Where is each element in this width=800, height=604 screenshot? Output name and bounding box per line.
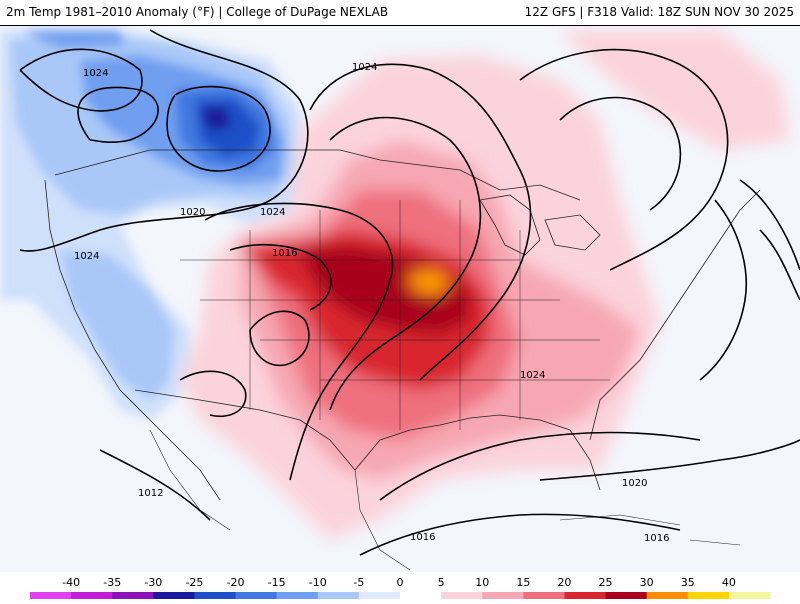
great-lakes-east	[544, 214, 601, 251]
isobar-label: 1016	[410, 532, 435, 543]
legend-swatch	[235, 592, 278, 599]
map-header: 2m Temp 1981–2010 Anomaly (°F) | College…	[0, 0, 800, 26]
legend-canvas: -40 -35 -30 -25 -20 -15 -10 -5 0 5 10 15 20 25 30 35 40	[30, 576, 771, 599]
isobar	[249, 310, 310, 367]
legend-swatch	[564, 592, 607, 599]
map-canvas: 1024 1024 1020 1024 1024 1016 1024 1012 …	[0, 26, 800, 572]
legend-tick-label: 30	[640, 576, 654, 589]
legend-swatch	[112, 592, 154, 599]
isobar-label: 1024	[260, 207, 285, 218]
legend-swatch	[523, 592, 565, 599]
legend-tick-label: 10	[475, 576, 489, 589]
legend-tick-label: -15	[268, 576, 286, 589]
west-coast	[44, 179, 221, 501]
legend-swatch	[194, 592, 237, 599]
legend-ticks: -40 -35 -30 -25 -20 -15 -10 -5 0 5 10 15 20 25 30 35 40	[62, 576, 736, 589]
isobar-label: 1024	[83, 68, 108, 79]
gulf-coast	[354, 414, 601, 491]
isobars	[19, 29, 800, 556]
us-canada-border	[54, 149, 581, 201]
color-legend: -40 -35 -30 -25 -20 -15 -10 -5 0 5 10 15 20 25 30 35 40	[0, 572, 800, 600]
isobar	[699, 199, 748, 381]
isobar	[379, 431, 701, 501]
legend-tick-label: -35	[103, 576, 121, 589]
isobar	[359, 513, 681, 556]
legend-swatch	[153, 592, 195, 599]
legend-tick-label: 35	[681, 576, 695, 589]
isobar-label: 1016	[644, 533, 669, 544]
isobar	[759, 229, 800, 301]
isobar	[559, 96, 682, 211]
great-lakes	[479, 194, 541, 256]
isobar-label: 1024	[520, 370, 545, 381]
legend-tick-label: -25	[185, 576, 203, 589]
isobar-label: 1024	[74, 251, 99, 262]
isobar	[166, 85, 271, 172]
legend-swatch	[646, 592, 689, 599]
legend-tick-label: -10	[309, 576, 327, 589]
legend-tick-label: 20	[557, 576, 571, 589]
legend-swatch	[605, 592, 648, 599]
legend-tick-label: 25	[599, 576, 613, 589]
isobar	[739, 179, 800, 271]
legend-tick-label: -20	[227, 576, 245, 589]
legend-swatch	[400, 592, 442, 599]
isobar-label: 1012	[138, 488, 163, 499]
temperature-anomaly-map: 1024 1024 1020 1024 1024 1016 1024 1012 …	[0, 26, 800, 572]
legend-swatch	[30, 592, 72, 599]
legend-swatch	[276, 592, 319, 599]
isobar	[179, 370, 247, 417]
legend-tick-label: 15	[516, 576, 530, 589]
legend-swatch	[358, 592, 401, 599]
isobar-label: 1020	[622, 478, 647, 489]
isobar	[19, 48, 143, 112]
legend-swatches	[30, 592, 771, 599]
legend-swatch	[728, 592, 771, 599]
legend-swatch	[482, 592, 524, 599]
isobar-labels: 1024 1024 1020 1024 1024 1016 1024 1012 …	[74, 62, 669, 544]
isobar	[539, 439, 800, 481]
isobar	[99, 449, 211, 521]
map-title: 2m Temp 1981–2010 Anomaly (°F) | College…	[6, 5, 389, 19]
isobar	[309, 63, 532, 381]
legend-tick-label: -40	[62, 576, 80, 589]
legend-tick-label: 0	[397, 576, 404, 589]
legend-swatch	[71, 592, 113, 599]
geographic-boundaries	[44, 149, 761, 571]
legend-swatch	[687, 592, 730, 599]
isobar-label: 1020	[180, 207, 205, 218]
legend-tick-label: -5	[353, 576, 364, 589]
isobar	[329, 116, 482, 411]
isobar	[229, 244, 332, 311]
warm-anomaly-region	[180, 30, 790, 540]
isobar-label: 1016	[272, 248, 297, 259]
isobar	[19, 29, 309, 252]
isobar	[204, 202, 394, 481]
us-mexico-border	[134, 389, 356, 471]
isobar	[77, 86, 159, 143]
east-coast	[589, 189, 761, 441]
legend-tick-label: 40	[722, 576, 736, 589]
legend-swatch	[317, 592, 360, 599]
legend-tick-label: 5	[438, 576, 445, 589]
isobar-label: 1024	[352, 62, 377, 73]
isobar	[519, 48, 729, 271]
model-run-info: 12Z GFS | F318 Valid: 18Z SUN NOV 30 202…	[524, 5, 794, 19]
legend-swatch	[441, 592, 483, 599]
legend-tick-label: -30	[144, 576, 162, 589]
